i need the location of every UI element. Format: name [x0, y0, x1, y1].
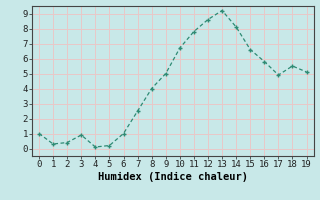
X-axis label: Humidex (Indice chaleur): Humidex (Indice chaleur): [98, 172, 248, 182]
